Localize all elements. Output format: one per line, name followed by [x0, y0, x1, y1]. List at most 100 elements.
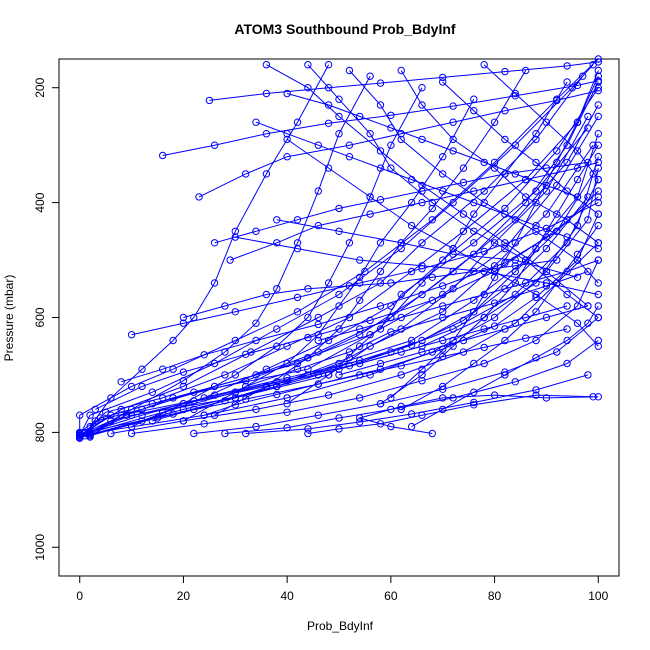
data-point	[418, 262, 426, 270]
data-point	[470, 239, 478, 247]
data-point	[366, 331, 374, 339]
data-point	[376, 302, 385, 310]
data-point	[210, 382, 219, 391]
data-point	[200, 351, 208, 359]
data-point	[511, 239, 519, 247]
data-point	[594, 130, 602, 138]
y-tick-label: 200	[33, 77, 47, 97]
data-point	[449, 244, 457, 253]
data-point	[179, 313, 188, 322]
data-point	[356, 342, 364, 350]
data-point	[490, 239, 499, 247]
data-point	[304, 285, 312, 293]
data-point	[594, 313, 602, 322]
data-point	[190, 405, 198, 414]
data-point	[501, 204, 509, 213]
x-axis-label: Prob_BdyInf	[307, 619, 374, 633]
data-point	[490, 391, 499, 399]
data-point	[273, 216, 281, 224]
data-point	[594, 244, 602, 253]
data-point	[553, 279, 561, 287]
data-point	[439, 405, 447, 414]
data-point	[159, 365, 167, 373]
data-point	[96, 414, 105, 422]
data-point	[86, 428, 94, 437]
data-point	[501, 371, 509, 379]
data-point	[273, 239, 281, 247]
data-point	[470, 227, 478, 236]
data-point	[594, 72, 602, 80]
profile-series	[91, 193, 602, 414]
data-point	[138, 411, 146, 419]
data-point	[397, 66, 405, 75]
data-point	[324, 279, 333, 287]
profile-series	[86, 72, 374, 437]
data-point	[304, 84, 312, 92]
profile-series	[127, 84, 426, 431]
profile-series	[86, 112, 592, 439]
data-point	[573, 193, 582, 201]
y-tick-label: 400	[33, 192, 47, 212]
data-point	[293, 216, 302, 224]
data-point	[501, 135, 509, 144]
data-point	[563, 62, 571, 70]
profile-line	[357, 394, 599, 434]
profile-line	[131, 202, 599, 336]
data-point	[148, 417, 157, 425]
data-point	[397, 362, 405, 370]
data-point	[138, 382, 146, 391]
data-point	[511, 256, 519, 264]
profile-line	[79, 116, 599, 439]
data-point	[335, 325, 343, 333]
data-point	[573, 319, 582, 327]
data-point	[594, 198, 602, 207]
profile-line	[89, 116, 589, 436]
profile-series	[252, 118, 602, 253]
data-point	[314, 371, 322, 379]
data-point	[594, 58, 602, 66]
data-point	[532, 354, 540, 362]
x-tick-label: 40	[280, 589, 294, 603]
data-point	[304, 333, 312, 342]
profile-series	[397, 66, 602, 247]
data-point	[376, 279, 385, 287]
profile-line	[390, 75, 599, 399]
data-point	[86, 411, 94, 419]
data-point	[345, 239, 354, 247]
data-point	[584, 158, 592, 167]
data-point	[387, 124, 395, 132]
data-point	[148, 400, 157, 408]
data-point	[542, 394, 551, 402]
data-point	[522, 313, 530, 322]
data-point	[304, 313, 312, 322]
data-point	[418, 101, 426, 109]
data-point	[273, 285, 281, 293]
data-point	[76, 429, 84, 438]
data-point	[356, 296, 364, 304]
data-point	[226, 256, 234, 264]
data-point	[532, 158, 540, 167]
data-point	[522, 198, 530, 207]
data-point	[459, 164, 468, 172]
data-point	[376, 101, 385, 109]
data-point	[459, 227, 468, 236]
data-point	[449, 198, 457, 207]
profile-series	[205, 58, 602, 105]
data-point	[179, 377, 188, 385]
data-point	[594, 210, 602, 218]
data-point	[501, 239, 509, 247]
data-point	[252, 118, 260, 126]
data-point	[376, 196, 385, 204]
data-point	[335, 227, 343, 236]
data-point	[594, 256, 602, 264]
data-point	[439, 187, 447, 195]
data-point	[594, 342, 602, 350]
data-point	[418, 239, 426, 247]
data-point	[428, 429, 436, 438]
data-point	[563, 359, 571, 368]
profile-line	[183, 98, 475, 422]
data-point	[439, 170, 447, 178]
data-point	[293, 359, 302, 368]
data-point	[262, 89, 271, 98]
data-point	[314, 411, 322, 419]
